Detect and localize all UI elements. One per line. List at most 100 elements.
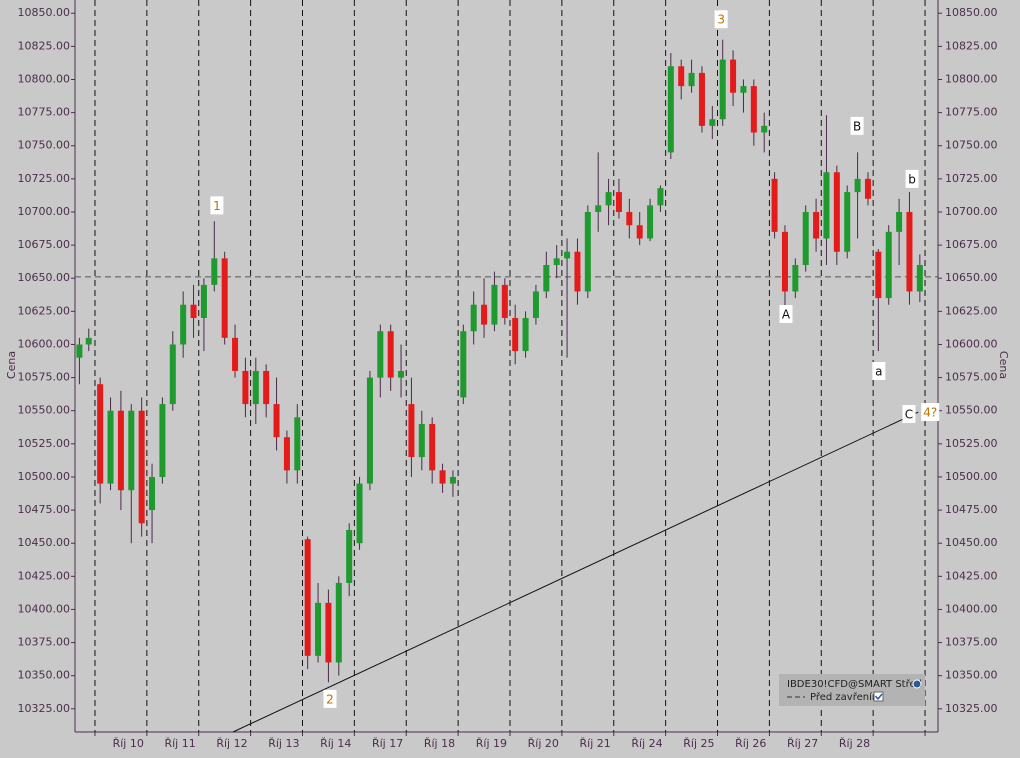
candle-body — [605, 192, 612, 206]
x-tick-label: Říj 14 — [320, 737, 351, 750]
annotation: C — [905, 408, 913, 422]
candle-body — [553, 258, 560, 265]
y-tick-label-right: 10450.00 — [945, 536, 998, 549]
annotation: b — [908, 172, 916, 186]
candle-body — [283, 437, 290, 471]
annotation-box — [905, 169, 919, 188]
candle-body — [823, 172, 830, 239]
candle-body — [117, 410, 124, 491]
candle-body — [439, 470, 446, 484]
candle-body — [335, 582, 342, 663]
y-tick-label: 10625.00 — [18, 304, 71, 317]
candle-body — [138, 410, 145, 524]
x-tick-label: Říj 18 — [424, 737, 455, 750]
y-tick-label-right: 10625.00 — [945, 304, 998, 317]
y-tick-label-right: 10700.00 — [945, 205, 998, 218]
candle-body — [180, 304, 187, 345]
candle-body — [864, 178, 871, 199]
candle-body — [97, 384, 104, 484]
candle-body — [491, 284, 498, 325]
candle-body — [366, 377, 373, 484]
x-tick-label: Říj 28 — [839, 737, 870, 750]
candle-body — [232, 337, 239, 371]
y-tick-label-right: 10350.00 — [945, 669, 998, 682]
candle-body — [294, 417, 301, 471]
candle-body — [532, 291, 539, 318]
candle-body — [543, 264, 550, 292]
x-tick-label: Říj 10 — [113, 737, 144, 750]
annotation: 3 — [717, 13, 725, 27]
legend-box — [779, 674, 925, 706]
candle-body — [761, 125, 768, 133]
candle-body — [449, 476, 456, 484]
y-tick-label: 10550.00 — [18, 404, 71, 417]
candle-body — [574, 251, 581, 292]
candles — [76, 39, 923, 683]
candle-body — [584, 211, 591, 292]
candle-body — [304, 539, 311, 656]
y-tick-label-right: 10750.00 — [945, 139, 998, 152]
candle-body — [792, 264, 799, 292]
candle-body — [564, 251, 571, 259]
candle-body — [107, 410, 114, 484]
y-tick-label-right: 10800.00 — [945, 72, 998, 85]
x-tick-label: Říj 26 — [735, 737, 766, 750]
candle-body — [221, 258, 228, 338]
candle-body — [636, 225, 643, 239]
candle-body — [667, 66, 674, 153]
y-tick-label: 10675.00 — [18, 238, 71, 251]
candle-body — [315, 602, 322, 656]
annotation-box — [323, 689, 337, 708]
candle-body — [885, 231, 892, 299]
candle-body — [85, 337, 92, 345]
annotation: 2 — [326, 692, 334, 706]
y-tick-label-right: 10325.00 — [945, 702, 998, 715]
y-tick-label-right: 10400.00 — [945, 602, 998, 615]
y-axis-title-right: Cena — [997, 351, 1010, 379]
candle-body — [377, 331, 384, 378]
legend: IBDE30!CFD@SMART Střed Před zavřením — [779, 674, 925, 706]
annotation: A — [782, 307, 791, 321]
annotation: 4? — [923, 406, 937, 420]
x-tick-label: Říj 20 — [528, 737, 559, 750]
candle-body — [740, 86, 747, 93]
trendline — [232, 411, 919, 733]
candle-body — [470, 304, 477, 332]
y-tick-label-right: 10475.00 — [945, 503, 998, 516]
candle-body — [709, 119, 716, 126]
y-tick-label-right: 10725.00 — [945, 172, 998, 185]
candle-body — [346, 529, 353, 583]
x-tick-label: Říj 11 — [164, 737, 195, 750]
checkmark — [874, 693, 883, 701]
candle-body — [429, 423, 436, 471]
legend-checkbox[interactable] — [873, 691, 884, 702]
y-tick-label-right: 10600.00 — [945, 337, 998, 350]
candle-body — [813, 211, 820, 239]
candle-body — [387, 331, 394, 378]
candle-body — [325, 602, 332, 663]
y-tick-label: 10475.00 — [18, 503, 71, 516]
y-tick-label-right: 10525.00 — [945, 437, 998, 450]
candle-body — [657, 188, 664, 206]
candle-body — [802, 211, 809, 265]
candle-body — [916, 264, 923, 292]
candle-body — [273, 404, 280, 438]
candle-body — [211, 258, 218, 285]
y-tick-label: 10350.00 — [18, 669, 71, 682]
candle-body — [875, 251, 882, 299]
annotation-box — [921, 403, 940, 422]
candle-body — [242, 370, 249, 405]
candle-body — [522, 317, 529, 352]
x-tick-label: Říj 17 — [372, 737, 403, 750]
candle-body — [833, 172, 840, 252]
annotation-box — [872, 361, 886, 380]
candle-body — [169, 344, 176, 405]
x-tick-label: Říj 13 — [268, 737, 299, 750]
candle-body — [730, 59, 737, 93]
legend-icon[interactable] — [912, 679, 922, 689]
candle-body — [844, 192, 851, 252]
y-tick-label: 10775.00 — [18, 106, 71, 119]
candle-body — [896, 211, 903, 232]
candle-body — [252, 370, 259, 405]
